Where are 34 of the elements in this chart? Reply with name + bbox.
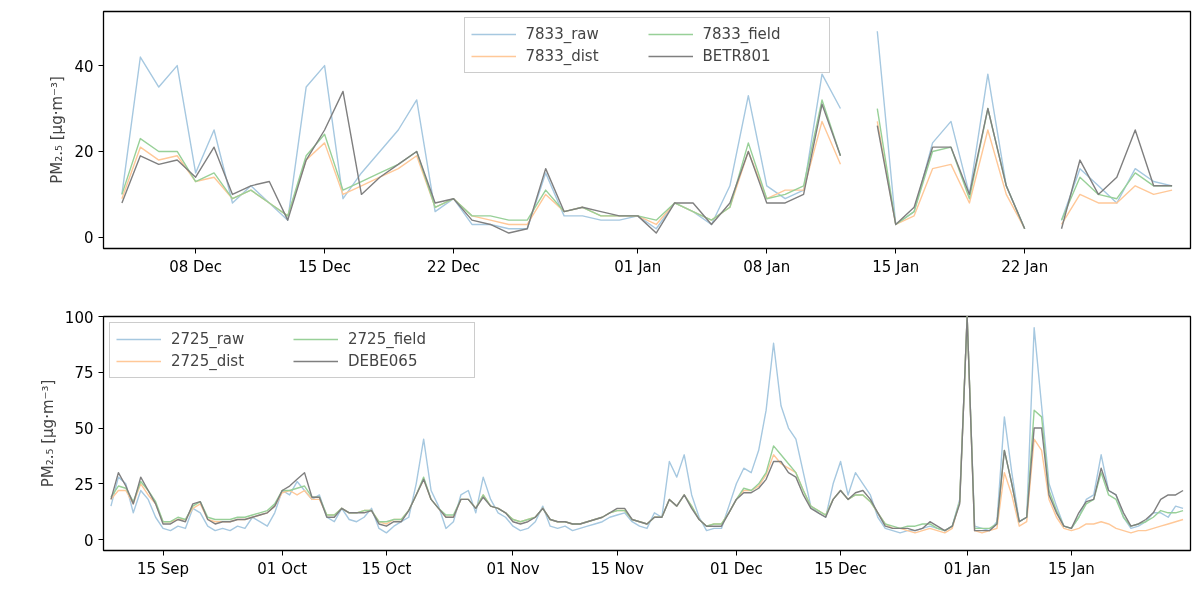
y-tick-label: 50 xyxy=(74,420,94,439)
y-tick-label: 25 xyxy=(74,475,94,494)
y-axis-title: PM₂.₅ [µg·m⁻³] xyxy=(48,76,67,184)
x-tick-label: 15 Jan xyxy=(1047,559,1095,578)
y-tick-label: 75 xyxy=(74,364,94,383)
x-tick-label: 22 Dec xyxy=(427,257,480,276)
legend-label: 7833_raw xyxy=(525,25,600,43)
x-tick-label: 15 Dec xyxy=(814,559,868,578)
y-tick-label: 40 xyxy=(74,57,94,76)
legend-label: 7833_field xyxy=(702,25,782,43)
x-tick-label: 15 Dec xyxy=(298,257,352,276)
y-axis-title: PM₂.₅ [µg·m⁻³] xyxy=(38,379,57,488)
x-tick-label: 15 Nov xyxy=(590,559,644,578)
legend-label: BETR801 xyxy=(702,47,772,65)
x-tick-label: 15 Sep xyxy=(137,559,190,578)
y-tick-label: 100 xyxy=(64,308,94,327)
legend-label: 2725_field xyxy=(348,330,428,348)
x-tick-label: 01 Nov xyxy=(486,559,540,578)
x-tick-label: 01 Oct xyxy=(257,559,308,578)
x-tick-label: 15 Jan xyxy=(872,257,920,276)
legend-label: 7833_dist xyxy=(525,47,600,65)
x-tick-label: 08 Jan xyxy=(743,257,791,276)
y-tick-label: 0 xyxy=(83,531,94,550)
y-tick-label: 0 xyxy=(83,229,94,248)
legend-label: 2725_dist xyxy=(171,352,246,370)
legend-label: DEBE065 xyxy=(348,352,419,370)
x-tick-label: 08 Dec xyxy=(169,257,223,276)
x-tick-label: 01 Dec xyxy=(709,559,763,578)
y-tick-label: 20 xyxy=(74,143,94,162)
legend-label: 2725_raw xyxy=(171,330,246,348)
x-tick-label: 01 Jan xyxy=(943,559,991,578)
x-tick-label: 22 Jan xyxy=(1001,257,1049,276)
x-tick-label: 15 Oct xyxy=(361,559,412,578)
x-tick-label: 01 Jan xyxy=(614,257,662,276)
